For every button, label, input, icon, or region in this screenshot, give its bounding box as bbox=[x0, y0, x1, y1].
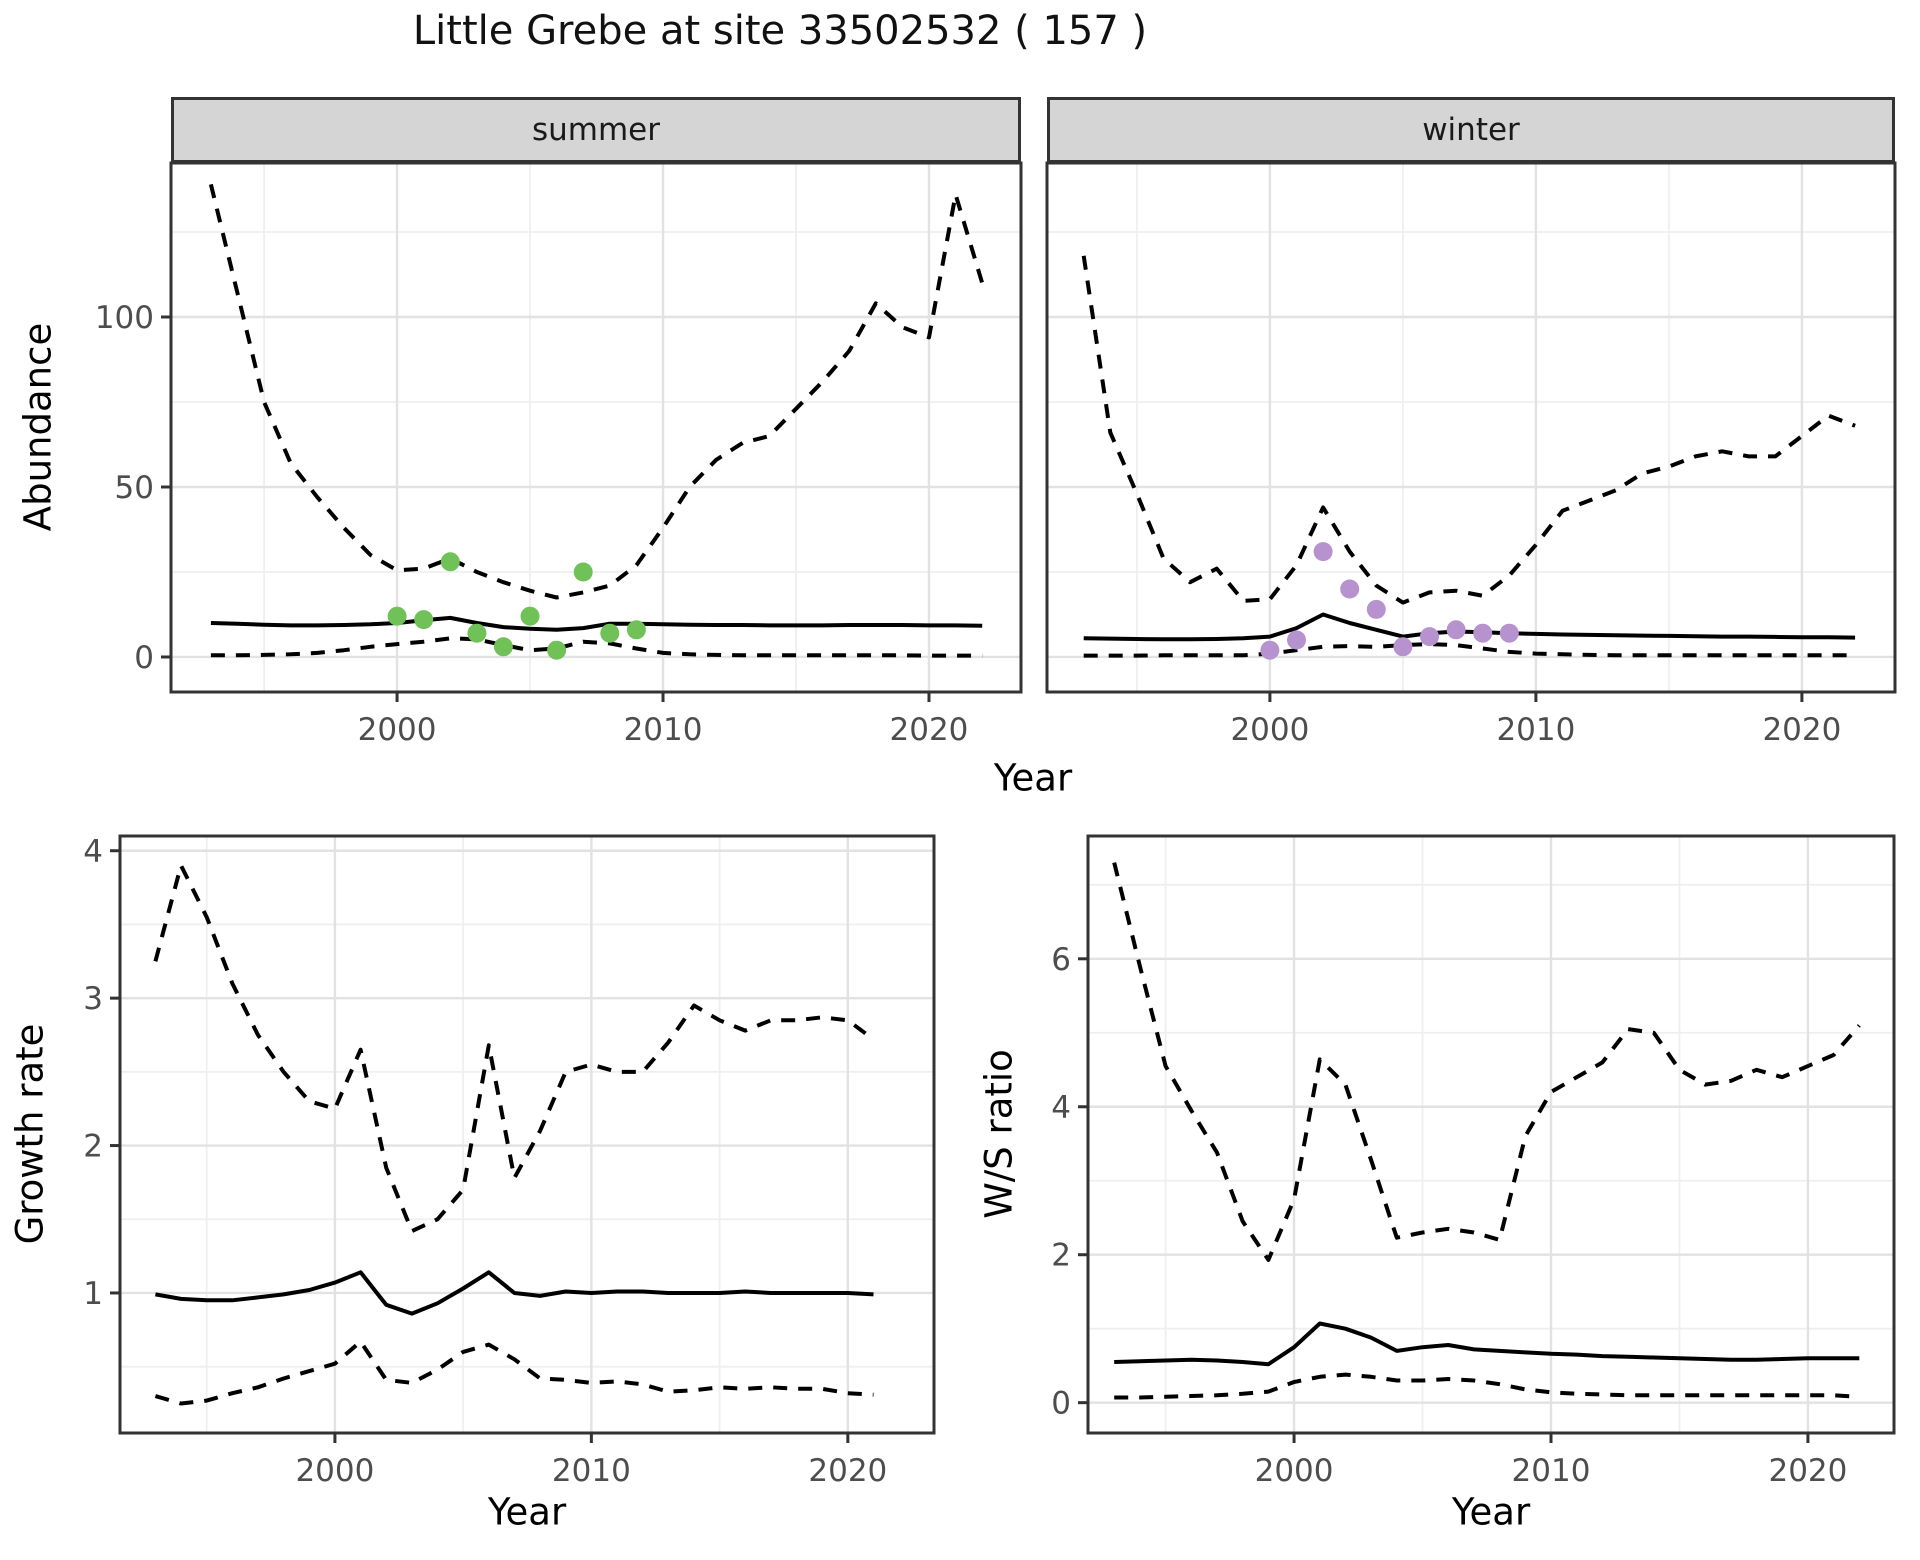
x-tick-label: 2020 bbox=[1768, 1453, 1847, 1489]
data-point bbox=[626, 620, 646, 640]
series-median-abundance-winter bbox=[1083, 612, 1856, 642]
y-tick-label: 4 bbox=[83, 834, 103, 870]
y-axis-ticks: 0 50 100 bbox=[95, 300, 171, 676]
data-point bbox=[1473, 623, 1493, 643]
y-tick-label: 50 bbox=[115, 470, 154, 506]
data-point bbox=[1366, 599, 1386, 619]
facet-strip-summer-label: summer bbox=[531, 112, 660, 148]
x-axis-ticks: 2000 2010 2020 bbox=[1230, 692, 1841, 748]
series-upper_95ci-ws-ratio bbox=[1112, 862, 1861, 1262]
y-axis-ticks: 0 2 4 6 bbox=[1051, 942, 1088, 1422]
gridlines-major bbox=[1088, 836, 1894, 1433]
gridlines-major bbox=[171, 163, 1021, 692]
series-median-growth-rate bbox=[155, 1270, 874, 1316]
x-axis-title-year-ws: Year bbox=[1451, 1490, 1531, 1534]
data-point bbox=[573, 562, 593, 582]
panel-abundance-summer: 2000 2010 2020 0 50 100 bbox=[95, 161, 1023, 748]
x-tick-label: 2010 bbox=[624, 712, 703, 748]
gridlines-minor bbox=[120, 836, 934, 1433]
x-tick-label: 2010 bbox=[1496, 712, 1575, 748]
data-point bbox=[1420, 627, 1439, 647]
data-point bbox=[600, 623, 620, 643]
x-tick-label: 2000 bbox=[1230, 712, 1309, 748]
y-axis-title-abundance: Abundance bbox=[16, 322, 60, 532]
data-point bbox=[493, 637, 513, 657]
y-tick-label: 6 bbox=[1051, 942, 1071, 978]
panel-background bbox=[120, 836, 934, 1433]
panel-background bbox=[1088, 836, 1894, 1433]
y-tick-label: 4 bbox=[1051, 1090, 1071, 1126]
y-tick-label: 2 bbox=[83, 1129, 103, 1165]
data-point bbox=[1287, 630, 1306, 650]
y-tick-label: 1 bbox=[83, 1276, 103, 1312]
series-lower_95ci-abundance-winter bbox=[1083, 642, 1856, 658]
panel-ws-ratio: 2000 2010 2020 0 2 4 6 bbox=[1051, 834, 1896, 1489]
series-upper_95ci-abundance-winter bbox=[1081, 255, 1856, 605]
data-point bbox=[1393, 637, 1413, 657]
panel-background bbox=[1047, 163, 1895, 692]
panel-abundance-winter: 2000 2010 2020 bbox=[1045, 161, 1897, 748]
data-point bbox=[547, 640, 567, 660]
facet-strip-winter-label: winter bbox=[1422, 112, 1520, 148]
x-tick-label: 2000 bbox=[295, 1453, 374, 1489]
panel-border bbox=[118, 834, 936, 1435]
x-axis-title-year-growth: Year bbox=[487, 1490, 567, 1534]
x-tick-label: 2010 bbox=[552, 1453, 631, 1489]
data-point bbox=[1446, 620, 1466, 640]
x-tick-label: 2020 bbox=[890, 712, 969, 748]
y-axis-title-growth-rate: Growth rate bbox=[8, 1023, 52, 1245]
data-point bbox=[414, 610, 434, 630]
y-tick-label: 2 bbox=[1051, 1238, 1071, 1274]
x-tick-label: 2020 bbox=[808, 1453, 887, 1489]
x-tick-label: 2010 bbox=[1512, 1453, 1591, 1489]
data-point bbox=[1260, 640, 1280, 660]
series-lower_95ci-ws-ratio bbox=[1114, 1372, 1860, 1400]
gridlines-minor bbox=[171, 163, 1021, 692]
gridlines-minor bbox=[1088, 836, 1894, 1433]
y-tick-label: 3 bbox=[83, 981, 103, 1017]
data-point bbox=[467, 623, 487, 643]
x-axis-ticks: 2000 2010 2020 bbox=[295, 1433, 887, 1489]
observed-counts-summer bbox=[387, 552, 646, 660]
x-tick-label: 2000 bbox=[1255, 1453, 1334, 1489]
data-point bbox=[387, 606, 407, 626]
series-lower_95ci-growth-rate bbox=[154, 1339, 874, 1406]
panel-border bbox=[169, 161, 1023, 694]
data-point bbox=[440, 552, 460, 572]
series-median-ws-ratio bbox=[1114, 1321, 1860, 1367]
x-tick-label: 2020 bbox=[1762, 712, 1841, 748]
data-point bbox=[1313, 542, 1333, 562]
y-tick-label: 100 bbox=[95, 300, 154, 336]
x-axis-title-year-top: Year bbox=[993, 756, 1073, 800]
gridlines-minor bbox=[1047, 163, 1895, 692]
panel-background bbox=[171, 163, 1021, 692]
facet-strip-summer: summer bbox=[171, 97, 1021, 163]
panel-growth-rate: 2000 2010 2020 1 2 3 4 bbox=[83, 834, 936, 1489]
facet-strip-winter: winter bbox=[1047, 97, 1895, 163]
series-upper_95ci-abundance-summer bbox=[208, 183, 985, 600]
panel-border bbox=[1086, 834, 1896, 1435]
gridlines-major bbox=[1047, 163, 1895, 692]
data-point bbox=[1340, 579, 1360, 599]
y-tick-label: 0 bbox=[1051, 1386, 1071, 1422]
x-axis-ticks: 2000 2010 2020 bbox=[358, 692, 969, 748]
y-axis-title-ws-ratio: W/S ratio bbox=[977, 1049, 1021, 1219]
series-lower_95ci-abundance-summer bbox=[210, 636, 983, 658]
series-median-abundance-summer bbox=[210, 615, 983, 632]
panel-border bbox=[1045, 161, 1897, 694]
y-tick-label: 0 bbox=[134, 640, 154, 676]
data-point bbox=[1499, 623, 1519, 643]
y-axis-ticks: 1 2 3 4 bbox=[83, 834, 120, 1312]
plot-title: Little Grebe at site 33502532 ( 157 ) bbox=[412, 8, 1148, 54]
x-axis-ticks: 2000 2010 2020 bbox=[1255, 1433, 1847, 1489]
x-tick-label: 2000 bbox=[358, 712, 437, 748]
data-point bbox=[520, 606, 540, 626]
observed-counts-winter bbox=[1260, 542, 1519, 660]
